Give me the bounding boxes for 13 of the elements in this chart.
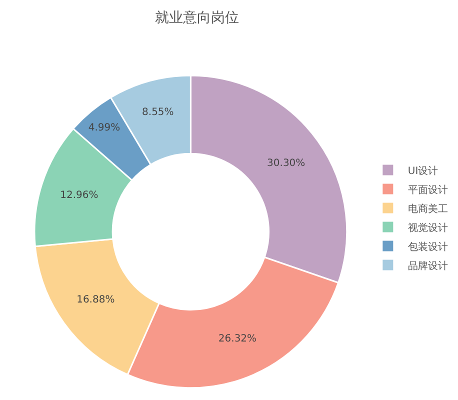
legend-label: 平面设计 bbox=[408, 184, 448, 196]
data-label: 30.30% bbox=[267, 158, 306, 170]
chart-title: 就业意向岗位 bbox=[154, 10, 239, 26]
legend-label: 视觉设计 bbox=[408, 222, 448, 234]
data-label: 8.55% bbox=[142, 107, 174, 118]
data-label: 26.32% bbox=[218, 334, 257, 345]
data-label: 4.99% bbox=[88, 122, 120, 134]
legend-label: 包装设计 bbox=[408, 240, 448, 253]
data-label: 16.88% bbox=[76, 294, 115, 306]
legend-label: UI设计 bbox=[408, 164, 438, 177]
legend-label: 电商美工 bbox=[408, 202, 448, 215]
legend-label: 品牌设计 bbox=[408, 260, 448, 272]
data-label: 12.96% bbox=[60, 190, 98, 202]
